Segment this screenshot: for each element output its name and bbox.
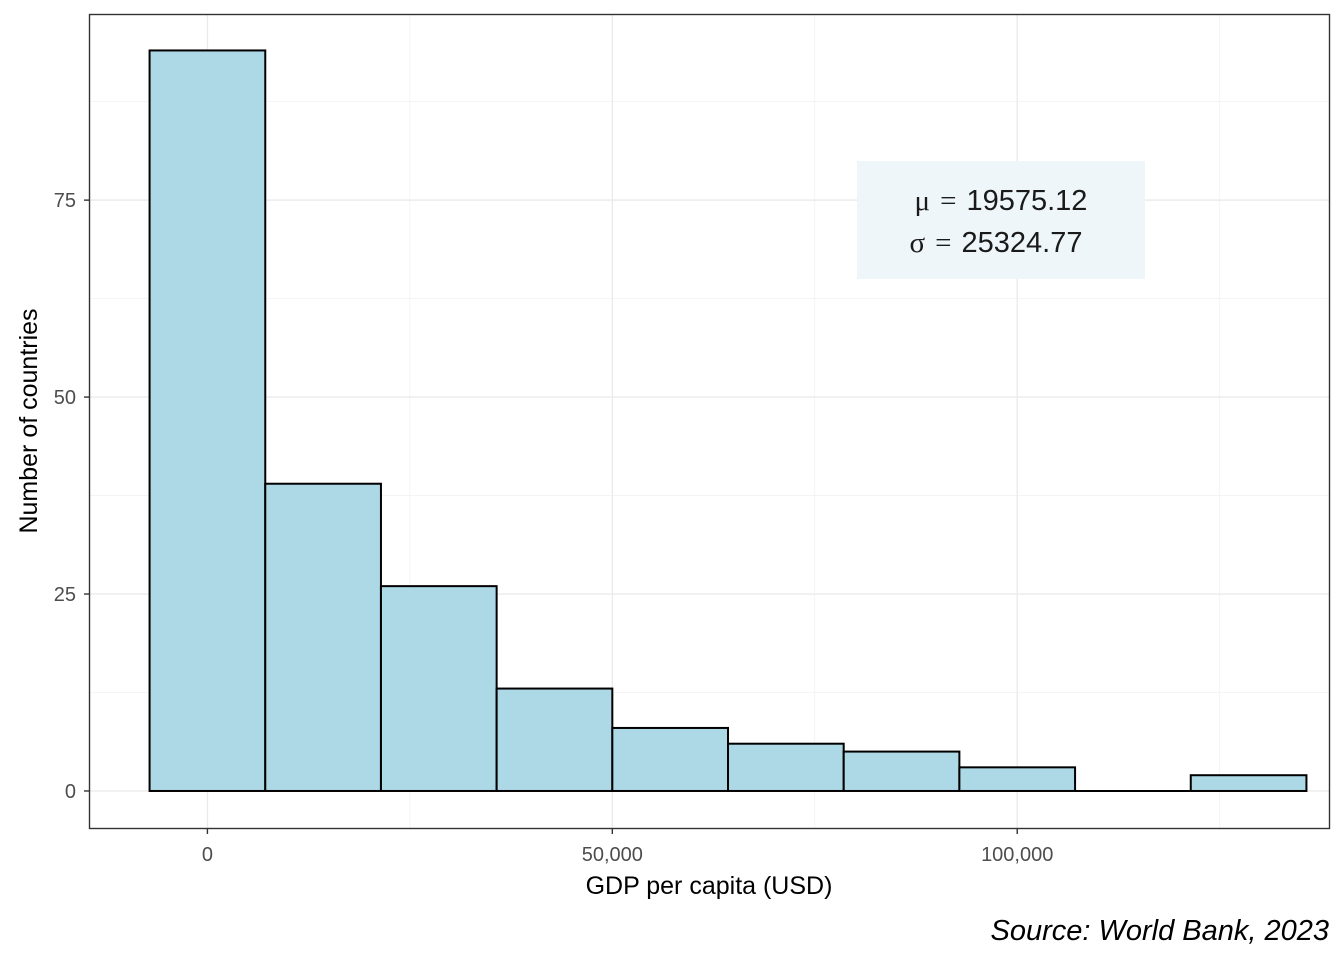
x-axis-ticks: 0 50,000 100,000 <box>202 828 1053 866</box>
sd-value: 25324.77 <box>962 227 1083 259</box>
histogram-bar-10 <box>1189 774 1308 792</box>
histogram-bar-6 <box>727 742 845 792</box>
y-tick-label: 0 <box>65 781 76 803</box>
histogram-bar-5 <box>611 726 730 792</box>
y-tick-label: 75 <box>54 190 76 212</box>
y-axis-ticks: 0 25 50 75 <box>54 190 90 803</box>
mean-value: 19575.12 <box>966 185 1087 217</box>
sd-symbol: σ <box>910 227 926 259</box>
histogram-bar-7 <box>842 750 961 792</box>
source-caption: Source: World Bank, 2023 <box>990 915 1329 947</box>
histogram-bar-2 <box>264 482 382 792</box>
histogram-bar-8 <box>958 766 1077 792</box>
mean-symbol: μ <box>915 185 931 217</box>
stats-annotation: μ = 19575.12 σ = 25324.77 <box>857 161 1145 279</box>
histogram-bar-1 <box>148 49 267 792</box>
y-tick-label: 50 <box>54 387 76 409</box>
stats-annotation-box <box>857 161 1145 279</box>
plot-panel-border <box>88 13 1331 830</box>
histogram-bar-4 <box>495 687 614 792</box>
sd-line: σ = 25324.77 <box>910 227 1083 259</box>
histogram-bar-3 <box>379 585 498 792</box>
histogram-bars <box>148 49 1308 792</box>
y-tick-label: 25 <box>54 584 76 606</box>
mean-line: μ = 19575.12 <box>915 185 1088 217</box>
x-axis-title: GDP per capita (USD) <box>586 872 833 900</box>
y-axis-title: Number of countries <box>15 308 43 533</box>
mean-equals: = <box>940 185 956 217</box>
x-tick-label: 0 <box>202 844 213 866</box>
x-tick-label: 100,000 <box>981 844 1053 866</box>
sd-equals: = <box>935 227 951 259</box>
x-tick-label: 50,000 <box>582 844 643 866</box>
